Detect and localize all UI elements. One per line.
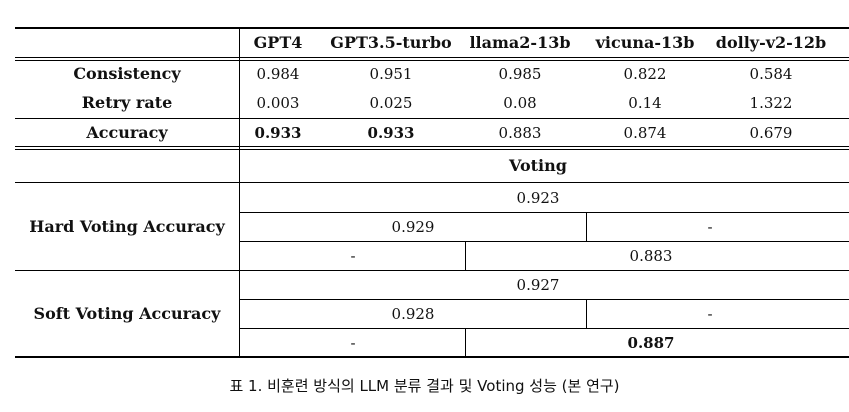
cell-retry-gpt4: 0.003 (256, 94, 300, 112)
row-label-hard-voting: Hard Voting Accuracy (29, 217, 225, 236)
soft-voting-row2-right: - (707, 305, 713, 323)
header-model-vicuna-13b: vicuna-13b (595, 33, 695, 52)
label-column-divider (239, 27, 240, 358)
table-top-rule (15, 27, 849, 29)
cell-consistency-llama2: 0.985 (498, 65, 542, 83)
cell-accuracy-dolly: 0.679 (749, 124, 793, 142)
metrics-bottom-rule-2 (15, 149, 849, 150)
cell-accuracy-vicuna: 0.874 (623, 124, 667, 142)
cell-retry-gpt35: 0.025 (369, 94, 413, 112)
hard-voting-row2-right: - (707, 218, 713, 236)
metrics-bottom-rule-1 (15, 146, 849, 147)
cell-consistency-gpt4: 0.984 (256, 65, 300, 83)
header-model-gpt4: GPT4 (253, 33, 303, 52)
voting-header: Voting (509, 156, 567, 175)
header-model-dolly-v2-12b: dolly-v2-12b (715, 33, 827, 52)
table-caption: 표 1. 비훈련 방식의 LLM 분류 결과 및 Voting 성능 (본 연구… (229, 377, 620, 395)
accuracy-top-rule (15, 118, 849, 119)
row-label-retry-rate: Retry rate (81, 93, 173, 112)
cell-accuracy-gpt4: 0.933 (254, 124, 302, 142)
hard-rule-1 (240, 212, 849, 213)
soft-rule-2 (240, 328, 849, 329)
soft-voting-row3-right: 0.887 (627, 334, 675, 352)
header-bottom-rule-2 (15, 60, 849, 61)
hard-soft-separator (15, 270, 849, 271)
hard-voting-row3-right: 0.883 (629, 247, 673, 265)
header-model-llama2-13b: llama2-13b (469, 33, 571, 52)
hard-row2-divider (586, 212, 587, 241)
cell-accuracy-gpt35: 0.933 (367, 124, 415, 142)
soft-rule-1 (240, 299, 849, 300)
soft-voting-all: 0.927 (516, 276, 560, 294)
row-label-consistency: Consistency (73, 64, 181, 83)
soft-row2-divider (586, 299, 587, 328)
soft-row3-divider (465, 328, 466, 357)
row-label-soft-voting: Soft Voting Accuracy (33, 304, 221, 323)
hard-voting-all: 0.923 (516, 189, 560, 207)
cell-consistency-vicuna: 0.822 (623, 65, 667, 83)
hard-row3-divider (465, 241, 466, 270)
soft-voting-row2-left: 0.928 (391, 305, 435, 323)
cell-consistency-dolly: 0.584 (749, 65, 793, 83)
cell-retry-llama2: 0.08 (503, 94, 537, 112)
cell-consistency-gpt35: 0.951 (369, 65, 413, 83)
header-model-gpt35-turbo: GPT3.5-turbo (330, 33, 452, 52)
table-bottom-rule (15, 356, 849, 358)
cell-accuracy-llama2: 0.883 (498, 124, 542, 142)
cell-retry-vicuna: 0.14 (628, 94, 662, 112)
row-label-accuracy: Accuracy (86, 123, 168, 142)
hard-voting-row3-left: - (350, 247, 356, 265)
cell-retry-dolly: 1.322 (749, 94, 793, 112)
soft-voting-row3-left: - (350, 334, 356, 352)
hard-rule-2 (240, 241, 849, 242)
header-bottom-rule-1 (15, 57, 849, 58)
hard-voting-row2-left: 0.929 (391, 218, 435, 236)
voting-header-bottom-rule (15, 182, 849, 183)
